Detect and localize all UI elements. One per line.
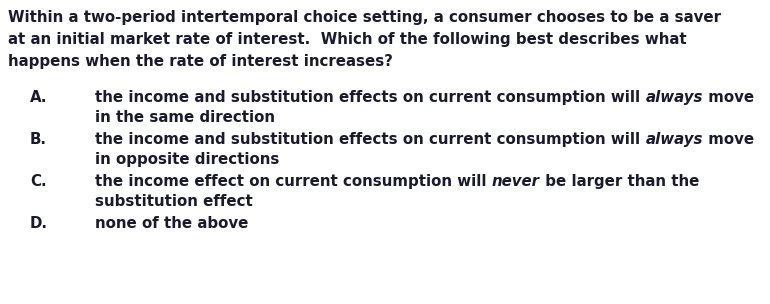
Text: substitution effect: substitution effect [95,194,253,209]
Text: always: always [645,90,703,105]
Text: in opposite directions: in opposite directions [95,152,280,167]
Text: B.: B. [30,132,47,147]
Text: Within a two-period intertemporal choice setting, a consumer chooses to be a sav: Within a two-period intertemporal choice… [8,10,721,25]
Text: always: always [645,132,703,147]
Text: the income and substitution effects on current consumption will: the income and substitution effects on c… [95,90,645,105]
Text: be larger than the: be larger than the [540,174,699,189]
Text: happens when the rate of interest increases?: happens when the rate of interest increa… [8,54,393,69]
Text: in the same direction: in the same direction [95,110,275,125]
Text: never: never [492,174,540,189]
Text: D.: D. [30,216,48,231]
Text: the income and substitution effects on current consumption will: the income and substitution effects on c… [95,132,645,147]
Text: move: move [703,132,754,147]
Text: at an initial market rate of interest.  Which of the following best describes wh: at an initial market rate of interest. W… [8,32,687,47]
Text: move: move [703,90,754,105]
Text: the income effect on current consumption will: the income effect on current consumption… [95,174,492,189]
Text: none of the above: none of the above [95,216,249,231]
Text: C.: C. [30,174,47,189]
Text: A.: A. [30,90,48,105]
